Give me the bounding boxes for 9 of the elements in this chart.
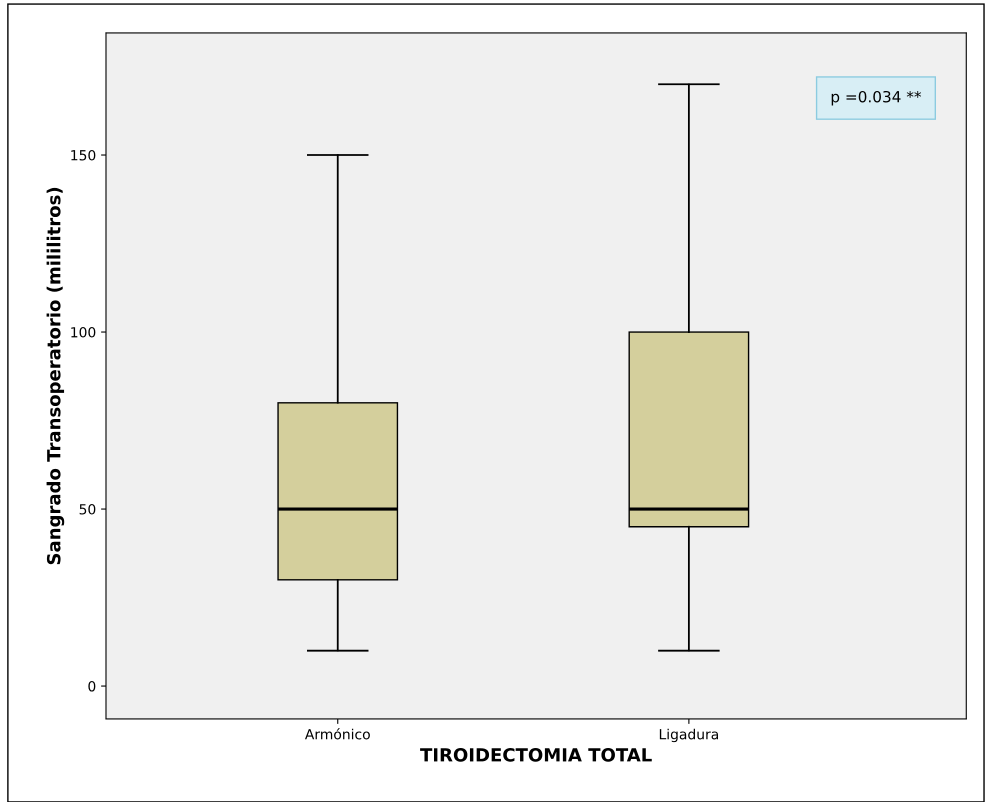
y-tick-label: 150 xyxy=(71,150,96,160)
annotation: p =0.034 ** xyxy=(832,90,922,106)
y-tick-label: 50 xyxy=(80,504,96,515)
x-tick-label: Ligadura xyxy=(660,728,718,742)
y-tick-label: 0 xyxy=(88,681,96,692)
y-tick-label: 100 xyxy=(71,327,96,338)
x-tick-label: Armónico xyxy=(304,728,370,740)
y-axis-title: Sangrado Transoperatorio (mililitros) xyxy=(46,188,64,564)
x-axis-title: TIROIDECTOMIA TOTAL xyxy=(420,748,652,762)
